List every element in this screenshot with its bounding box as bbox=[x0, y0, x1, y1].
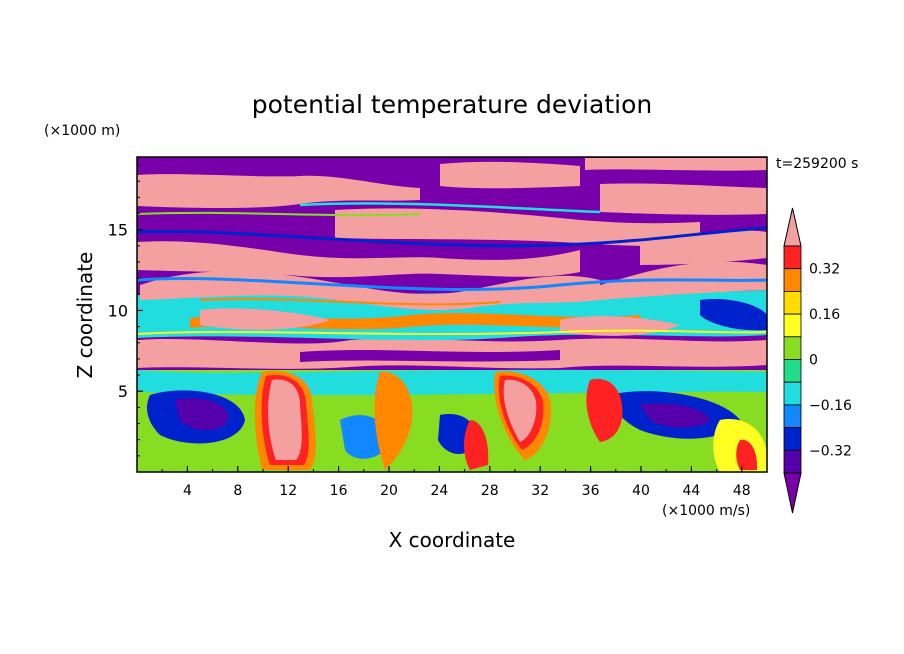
lower-purple-patch-1 bbox=[175, 398, 229, 431]
plume-red-5 bbox=[736, 439, 758, 470]
x-tick-label: 44 bbox=[682, 483, 700, 499]
x-unit-label: (×1000 m/s) bbox=[662, 503, 750, 519]
plume-pink-1 bbox=[268, 379, 302, 460]
lower-purple-patch-2 bbox=[640, 403, 710, 428]
colorbar-segment bbox=[783, 381, 802, 406]
x-tick-label: 40 bbox=[632, 483, 650, 499]
chart-title: potential temperature deviation bbox=[252, 90, 652, 119]
y-tick-label: 10 bbox=[108, 301, 128, 320]
turbulent-blue-blob bbox=[700, 299, 767, 331]
x-axis-label: X coordinate bbox=[389, 528, 516, 552]
y-axis-label: Z coordinate bbox=[73, 252, 97, 379]
edge-orange-1 bbox=[199, 297, 501, 306]
colorbar-segment bbox=[783, 245, 802, 270]
x-tick-label: 32 bbox=[531, 483, 549, 499]
colorbar-segment bbox=[783, 290, 802, 315]
colorbar: 0.32 0.16 0 −0.16 −0.32 bbox=[783, 207, 852, 514]
x-tick-label: 20 bbox=[380, 483, 398, 499]
pink-band-top-right bbox=[600, 183, 767, 215]
turbulent-pink-blob-1 bbox=[200, 308, 330, 330]
colorbar-label: 0 bbox=[809, 353, 818, 369]
edge-blue-1 bbox=[137, 277, 767, 291]
colorbar-label: −0.16 bbox=[809, 398, 852, 414]
pink-band-top-left bbox=[137, 174, 420, 208]
y-axis-ticks: 5 10 15 bbox=[108, 164, 143, 457]
time-label: t=259200 s bbox=[776, 156, 858, 172]
edge-yellow-1 bbox=[137, 329, 767, 335]
y-tick-label: 15 bbox=[108, 221, 128, 240]
plot-area bbox=[137, 157, 767, 472]
colorbar-segment bbox=[783, 313, 802, 338]
colorbar-segment bbox=[783, 359, 802, 383]
colorbar-label: 0.32 bbox=[809, 262, 840, 278]
mid-purple-streak bbox=[300, 350, 560, 362]
pink-band-16km bbox=[335, 208, 700, 247]
edge-green-1 bbox=[137, 211, 421, 217]
pink-band-top-far-right bbox=[585, 158, 767, 171]
colorbar-segment bbox=[783, 268, 802, 292]
x-tick-label: 28 bbox=[481, 483, 499, 499]
x-tick-label: 12 bbox=[279, 483, 297, 499]
plot-frame bbox=[136, 156, 768, 473]
x-axis-ticks: 4 8 12 16 20 24 28 32 36 40 44 48 bbox=[161, 466, 751, 499]
plume-orange-3 bbox=[374, 371, 413, 470]
pink-band-top-mid bbox=[440, 161, 580, 189]
y-tick-label: 5 bbox=[118, 382, 128, 401]
pink-band-14km bbox=[137, 241, 580, 278]
edge-cyan-1 bbox=[299, 202, 601, 214]
colorbar-label: 0.16 bbox=[809, 307, 840, 323]
lower-cyan-band bbox=[137, 369, 767, 396]
plume-pink-2 bbox=[503, 379, 537, 442]
colorbar-segment bbox=[783, 449, 802, 474]
colorbar-segment bbox=[783, 427, 802, 451]
colorbar-segment bbox=[783, 336, 802, 360]
y-unit-label: (×1000 m) bbox=[44, 123, 120, 139]
x-tick-label: 24 bbox=[430, 483, 448, 499]
colorbar-label: −0.32 bbox=[809, 443, 852, 459]
edge-blue-2 bbox=[137, 226, 767, 248]
x-tick-label: 36 bbox=[582, 483, 600, 499]
plume-red-3 bbox=[586, 378, 623, 442]
plume-red-4 bbox=[464, 420, 489, 470]
x-tick-label: 16 bbox=[330, 483, 348, 499]
colorbar-segment bbox=[783, 404, 802, 428]
x-tick-label: 48 bbox=[733, 483, 751, 499]
x-tick-label: 8 bbox=[233, 483, 242, 499]
colorbar-max-arrow bbox=[783, 207, 802, 247]
colorbar-min-arrow bbox=[783, 472, 802, 514]
x-tick-label: 4 bbox=[183, 483, 192, 499]
